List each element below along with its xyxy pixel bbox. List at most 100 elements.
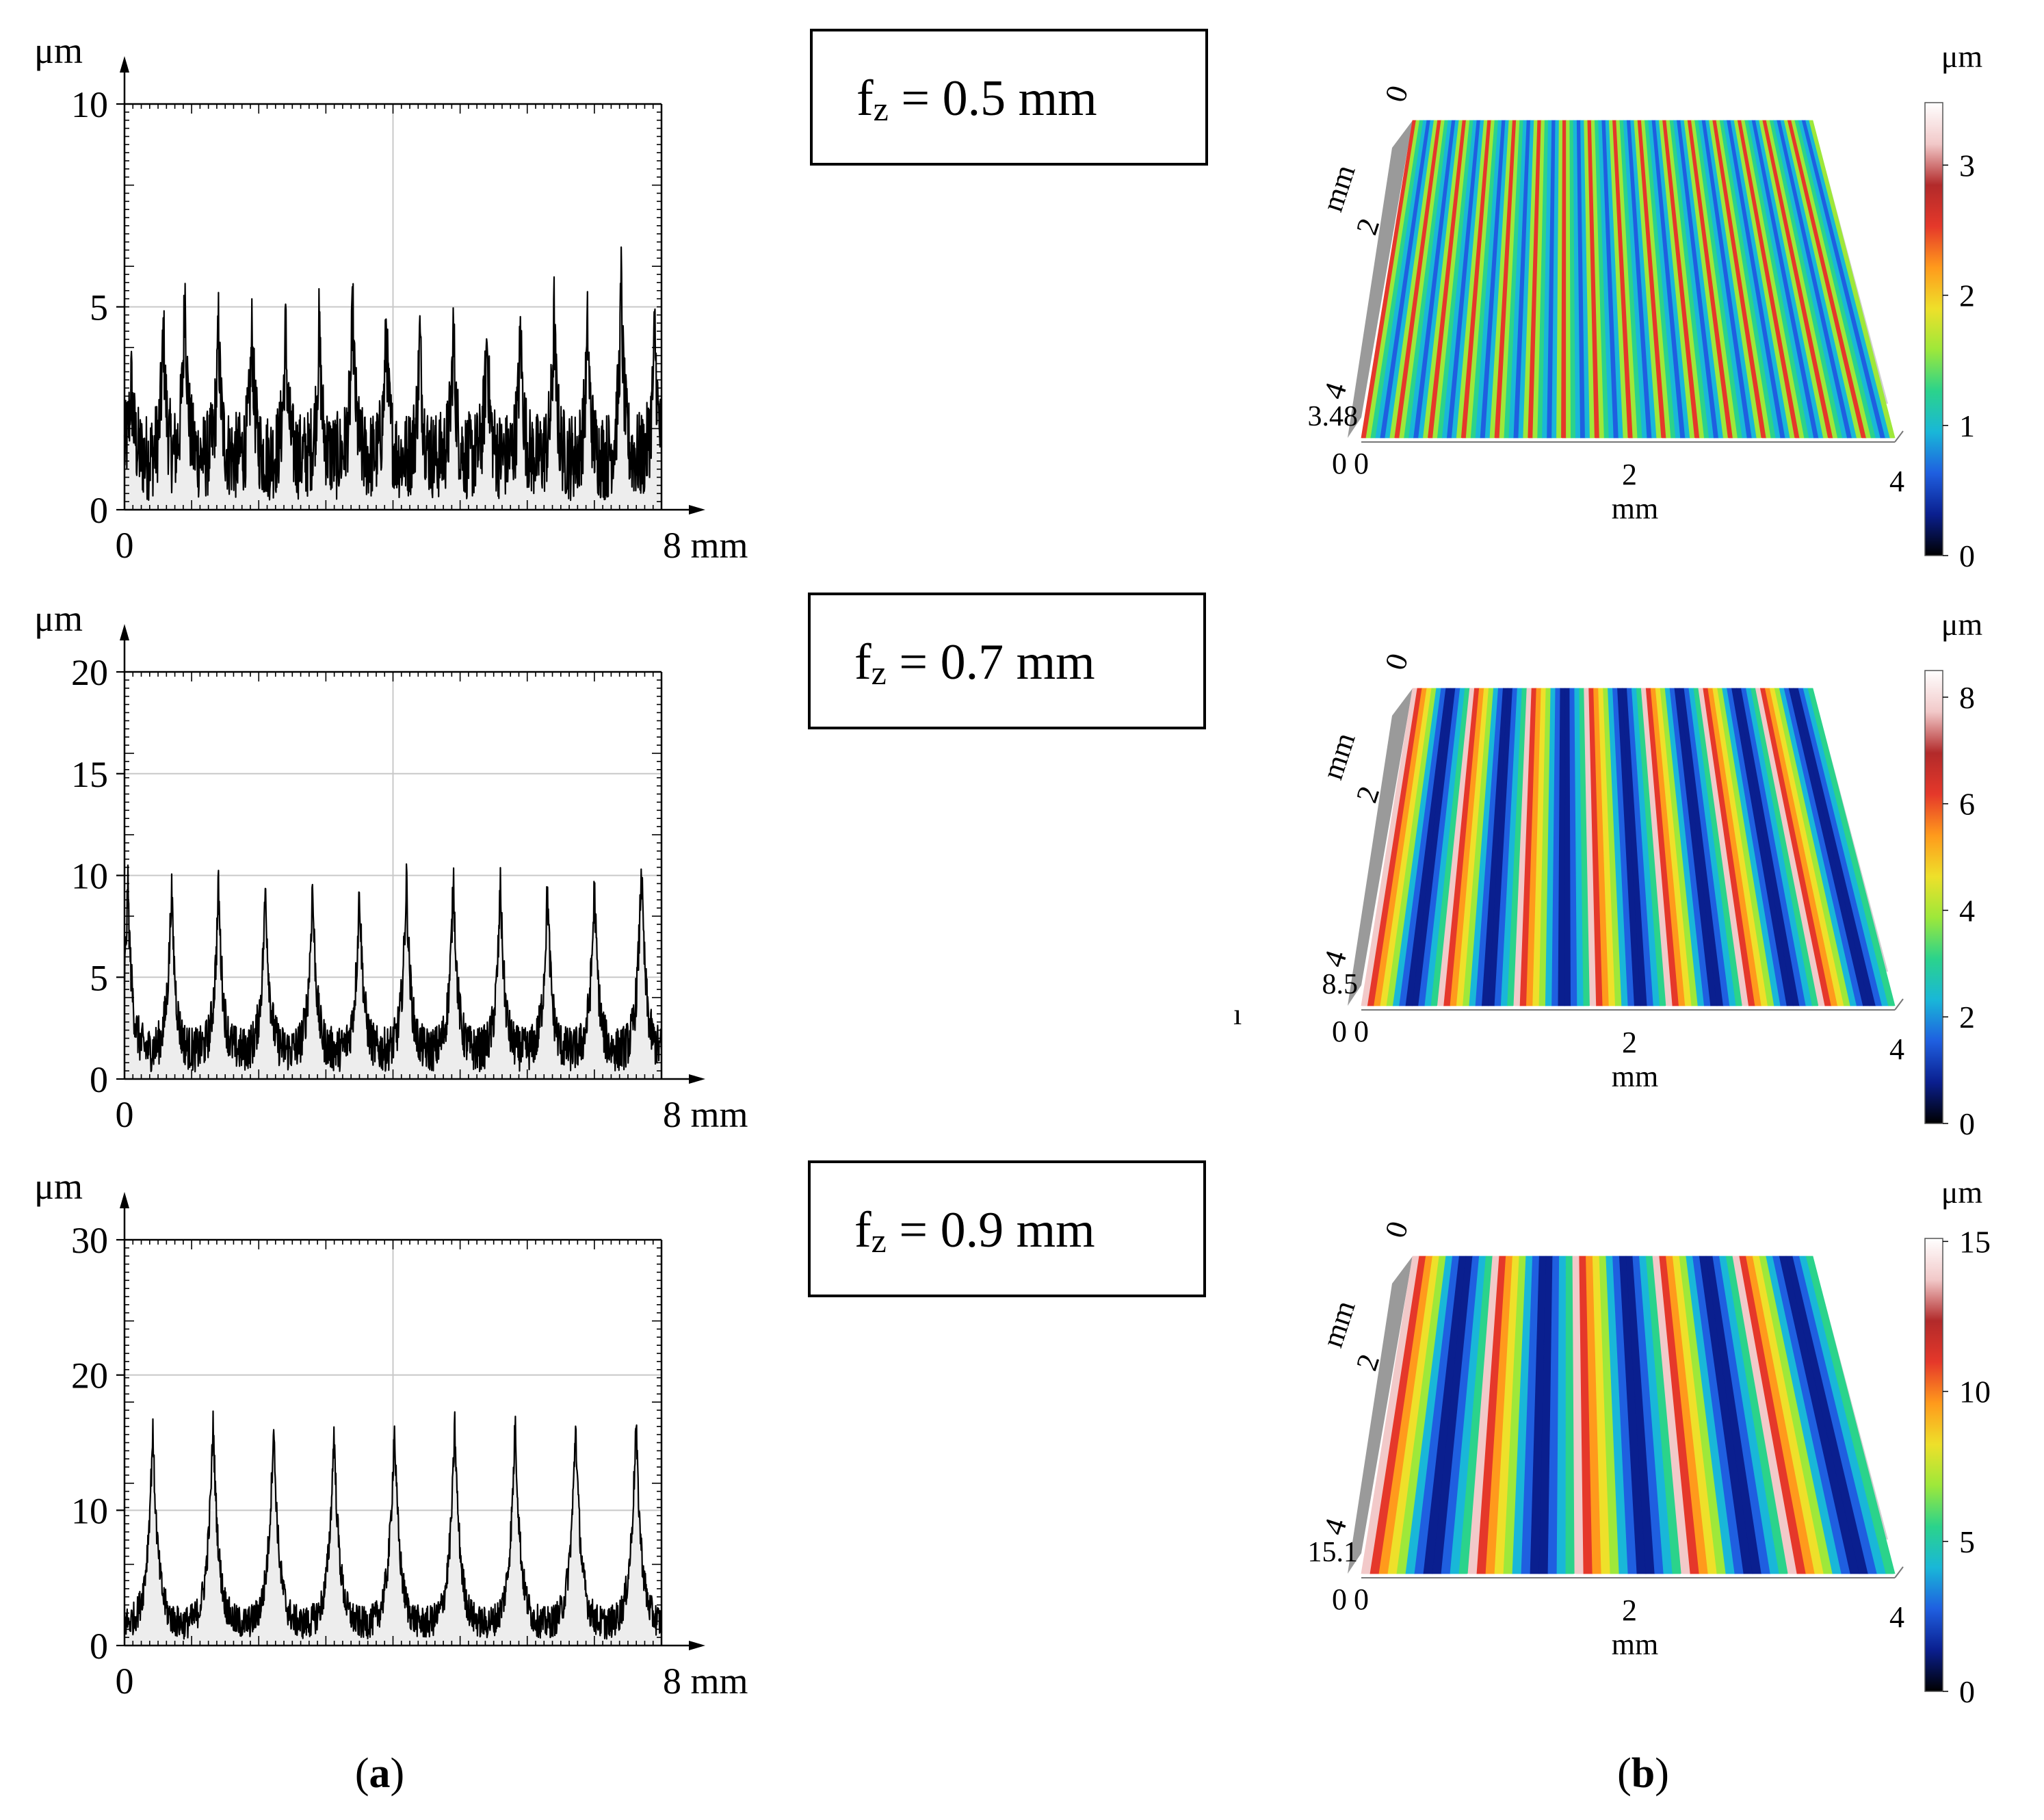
surface-front-scallop [1694, 438, 1729, 444]
x-tick-label: 2 [1622, 1026, 1637, 1059]
surface-front-scallop [1788, 1574, 1895, 1580]
surface-base-line [1894, 998, 1904, 1011]
surface-front-scallop [1428, 438, 1462, 444]
colorbar-unit: μm [1941, 39, 1983, 74]
feed-symbol: f [856, 70, 874, 127]
colorbar-tick-label: 8 [1959, 680, 1975, 715]
x-tick-label: 0 [116, 1661, 134, 1702]
feed-label-box [808, 593, 1206, 729]
z-zero-label: 0 [1332, 1015, 1347, 1048]
surface-front-scallop [1361, 1006, 1438, 1012]
profile-chart-3: 0 10 20 30 μm 0 8 mm [34, 1166, 748, 1702]
feed-label-3: fz = 0.9 mm [808, 1160, 1206, 1297]
colorbar-tick-label: 0 [1959, 1106, 1975, 1141]
x-tick-label: 0 [116, 1094, 134, 1135]
y-tick-label: 0 [90, 490, 108, 531]
y-tick-label: 20 [71, 652, 108, 693]
y-tick-label: 10 [71, 1490, 108, 1531]
y-axis-arrow [120, 56, 129, 73]
panel-label-b-letter: b [1632, 1750, 1655, 1797]
y-tick-label: 5 [90, 957, 108, 998]
y-tick-label: 0 [90, 1626, 108, 1667]
surface-base-line [1894, 1566, 1904, 1578]
y-tick-label: 10 [71, 84, 108, 125]
y-tick-label: 2 [1350, 214, 1386, 239]
panel-label-b: (b) [1617, 1750, 1669, 1797]
surface-front-scallop [1461, 438, 1495, 444]
z-zero-label: 0 [1332, 447, 1347, 480]
surface-front-scallop [1590, 1006, 1666, 1012]
surface-front-scallop [1828, 438, 1862, 444]
y-tick-label: 2 [1350, 782, 1386, 807]
y-unit-label: μm [34, 1166, 83, 1207]
x-axis-label: mm [1612, 1628, 1658, 1661]
y-tick-label: 0 [1378, 81, 1415, 106]
x-axis-arrow [689, 1074, 705, 1084]
colorbar-tick-label: 2 [1959, 278, 1975, 313]
x-tick-label: 0 [1354, 447, 1369, 480]
y-axis-label: mm [1315, 1297, 1362, 1351]
y-axis-arrow [120, 1192, 129, 1208]
surface-front-scallop [1575, 1574, 1681, 1580]
x-tick-label: 4 [1889, 1032, 1904, 1066]
surface-front-scallop [1666, 1006, 1743, 1012]
y-tick-label: 15 [71, 754, 108, 795]
profile-plots: 0 5 10 μm 0 8 mm 0 5 10 15 20 μm 0 8 mm 0 10 20 30 μm 0 8 mm [34, 30, 748, 1702]
surface-front-scallop [1495, 438, 1528, 444]
surface-side-wall [1348, 1256, 1413, 1574]
feed-label-2: fz = 0.7 mm [808, 593, 1206, 729]
surface-front-scallop [1661, 438, 1695, 444]
feed-subscript: z [872, 653, 887, 692]
y-tick-label: 2 [1350, 1350, 1386, 1375]
surface-front-scallop [1528, 438, 1562, 444]
y-tick-label: 4 [1317, 1514, 1353, 1539]
feed-symbol: f [854, 1202, 872, 1258]
feed-subscript: z [872, 1221, 887, 1260]
surface-front-scallop [1361, 1574, 1468, 1580]
x-tick-label: 8 mm [663, 1094, 748, 1135]
colorbar-unit: μm [1941, 1175, 1983, 1210]
y-axis-label: mm [1315, 729, 1362, 783]
surface-front-scallop [1794, 438, 1829, 444]
colorbar-tick-label: 2 [1959, 1000, 1975, 1035]
colorbar-tick-label: 0 [1959, 538, 1975, 573]
colorbar-tick-label: 1 [1959, 408, 1975, 443]
colorbar-tick-label: 10 [1959, 1375, 1991, 1409]
colorbar-tick-label: 5 [1959, 1524, 1975, 1559]
x-tick-label: 8 mm [663, 1661, 748, 1702]
x-tick-label: 4 [1889, 1600, 1904, 1634]
feed-label-text: fz = 0.9 mm [854, 1202, 1095, 1260]
svg-text:(a): (a) [355, 1750, 404, 1797]
y-tick-label: 10 [71, 856, 108, 897]
profile-line [123, 246, 663, 502]
feed-value: = 0.9 mm [887, 1202, 1095, 1258]
colorbar [1924, 1238, 1943, 1692]
feed-symbol: f [854, 634, 872, 690]
feed-subscript: z [874, 90, 889, 128]
y-axis-arrow [120, 624, 129, 640]
y-tick-label: 0 [1378, 649, 1415, 674]
y-unit-label: μm [34, 30, 83, 71]
x-tick-label: 2 [1622, 1594, 1637, 1627]
z-max-label: 8.5 [1322, 969, 1359, 1000]
feed-label-box [808, 1160, 1206, 1297]
colorbar [1924, 670, 1943, 1124]
surface-front-scallop [1437, 1006, 1514, 1012]
surface-front-scallop [1595, 438, 1628, 444]
surface-front-scallop [1468, 1574, 1575, 1580]
feed-label-text: fz = 0.7 mm [854, 634, 1095, 692]
x-tick-label: 0 [1354, 1015, 1369, 1048]
surface-front-scallop [1818, 1006, 1895, 1012]
surface-front-scallop [1861, 438, 1895, 444]
surface-front-scallop [1742, 1006, 1819, 1012]
z-max-label: 3.48 [1308, 401, 1359, 432]
profile-fill [125, 1411, 661, 1646]
y-axis-label: mm [1315, 161, 1362, 216]
profile-chart-1: 0 5 10 μm 0 8 mm [34, 30, 748, 566]
